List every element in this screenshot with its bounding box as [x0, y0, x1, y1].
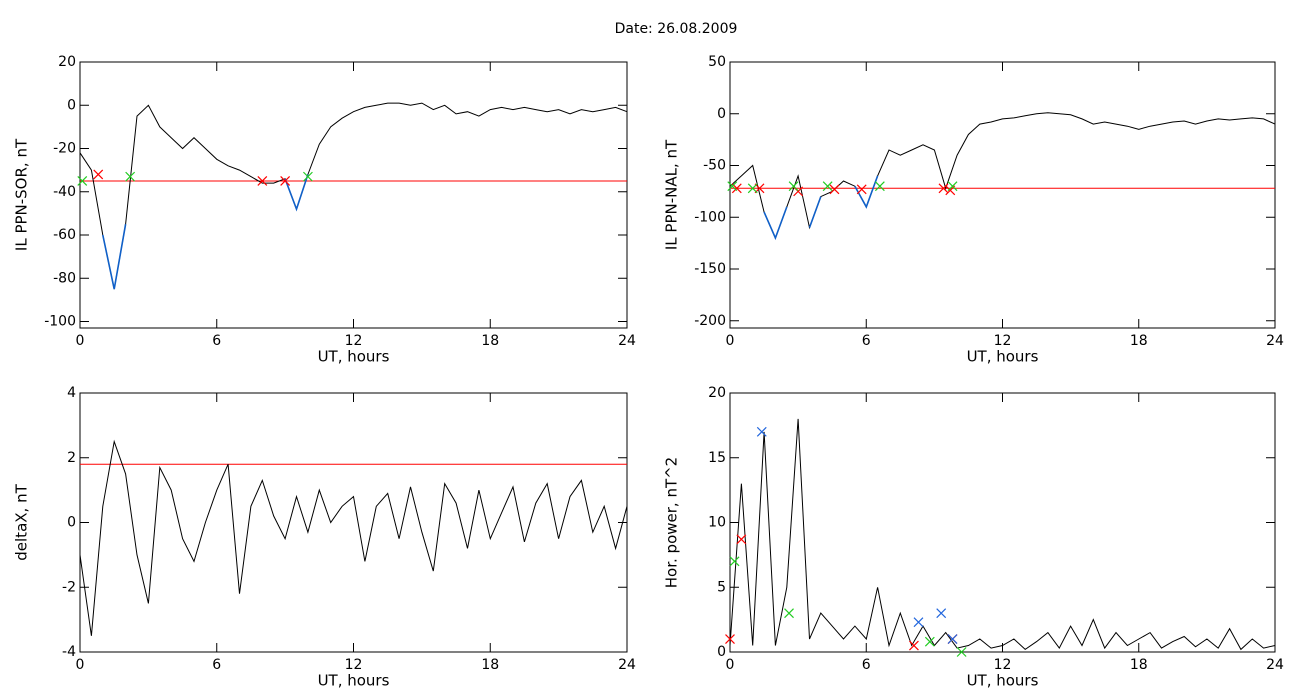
x-tick-label: 6	[862, 333, 871, 349]
cross-marker	[756, 426, 767, 437]
x-tick-label: 6	[212, 657, 221, 673]
cross-marker	[856, 184, 867, 195]
y-tick-label: 20	[708, 385, 726, 401]
cross-marker	[913, 617, 924, 628]
data-line	[102, 174, 309, 290]
y-tick-label: 0	[67, 515, 76, 531]
y-axis-label: Hor. power, nT^2	[663, 457, 681, 588]
y-tick-label: 2	[67, 450, 76, 466]
x-tick-label: 12	[345, 333, 363, 349]
cross-marker	[77, 176, 88, 186]
y-tick-label: 0	[67, 97, 76, 113]
y-tick-label: 10	[708, 515, 726, 531]
y-tick-label: -60	[53, 227, 76, 243]
cross-marker	[924, 636, 935, 647]
cross-marker	[93, 169, 104, 180]
y-tick-label: -200	[694, 313, 726, 329]
data-line	[79, 439, 628, 636]
cross-marker	[956, 647, 967, 657]
x-tick-label: 24	[1266, 333, 1284, 349]
cross-marker	[788, 181, 799, 192]
cross-marker	[947, 181, 958, 192]
y-tick-label: -2	[62, 579, 76, 595]
y-tick-label: 50	[708, 54, 726, 70]
y-tick-label: 5	[717, 579, 726, 595]
x-tick-label: 24	[618, 333, 636, 349]
y-tick-label: 4	[67, 385, 76, 401]
cross-marker	[125, 171, 136, 182]
x-tick-label: 12	[994, 657, 1012, 673]
y-tick-label: 0	[717, 106, 726, 122]
x-tick-label: 0	[726, 657, 735, 673]
x-tick-label: 0	[726, 333, 735, 349]
cross-marker	[280, 176, 291, 186]
y-tick-label: -50	[703, 158, 726, 174]
cross-marker	[829, 184, 840, 195]
y-tick-label: -20	[53, 141, 76, 157]
x-tick-label: 18	[1130, 657, 1148, 673]
cross-marker	[784, 608, 794, 619]
y-tick-label: -40	[53, 184, 76, 200]
y-tick-label: -4	[62, 644, 76, 660]
cross-marker	[747, 183, 758, 194]
y-tick-label: 20	[58, 54, 76, 70]
y-tick-label: -100	[44, 314, 76, 330]
x-axis-label: UT, hours	[318, 672, 390, 690]
x-tick-label: 6	[212, 333, 221, 349]
cross-marker	[727, 181, 738, 192]
y-axis-label: IL PPN-NAL, nT	[663, 139, 681, 250]
cross-marker	[302, 171, 313, 182]
x-tick-label: 18	[1130, 333, 1148, 349]
x-tick-label: 0	[76, 333, 85, 349]
data-line	[79, 102, 628, 290]
cross-marker	[257, 176, 268, 186]
x-axis-label: UT, hours	[318, 348, 390, 366]
data-line	[729, 418, 1276, 651]
x-tick-label: 0	[76, 657, 85, 673]
x-tick-label: 18	[481, 333, 499, 349]
x-tick-label: 6	[862, 657, 871, 673]
cross-marker	[936, 608, 947, 619]
y-tick-label: -80	[53, 270, 76, 286]
x-axis-label: UT, hours	[967, 672, 1039, 690]
y-tick-label: 15	[708, 450, 726, 466]
y-tick-label: 0	[717, 644, 726, 660]
cross-marker	[725, 634, 735, 644]
cross-marker	[938, 183, 949, 194]
x-axis-label: UT, hours	[967, 348, 1039, 366]
cross-marker	[874, 181, 885, 192]
cross-marker	[822, 181, 833, 192]
figure-title: Date: 26.08.2009	[615, 21, 738, 37]
y-tick-label: -100	[694, 209, 726, 225]
cross-marker	[729, 556, 740, 567]
y-axis-label: deltaX, nT	[13, 483, 31, 560]
x-tick-label: 12	[345, 657, 363, 673]
x-tick-label: 24	[1266, 657, 1284, 673]
cross-marker	[736, 534, 747, 545]
x-tick-label: 12	[994, 333, 1012, 349]
y-tick-label: -150	[694, 261, 726, 277]
cross-marker	[909, 640, 919, 651]
x-tick-label: 18	[481, 657, 499, 673]
y-axis-label: IL PPN-SOR, nT	[13, 138, 31, 251]
cross-marker	[947, 634, 958, 644]
x-tick-label: 24	[618, 657, 636, 673]
